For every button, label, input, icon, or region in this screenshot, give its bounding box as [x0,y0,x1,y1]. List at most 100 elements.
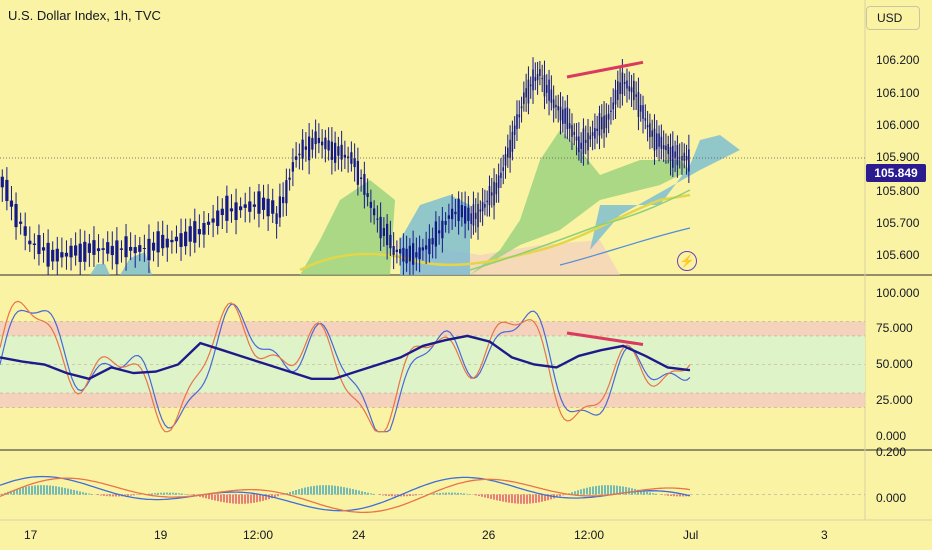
candle-body [0,176,4,188]
candle-body [257,191,261,214]
candle-body [74,245,78,256]
candle-body [623,81,626,84]
candle-body [106,242,110,254]
candle-body [504,154,507,166]
candle-body [220,208,224,216]
candle-body [197,229,201,235]
candle-body [568,123,571,129]
candle-body [516,114,518,129]
candle-body [252,204,256,207]
candle-body [129,246,133,251]
candle-body [424,245,428,250]
candle-body [281,196,285,204]
current-price-label: 105.849 [866,164,926,182]
candle-body [548,79,550,101]
candle-body [607,113,610,120]
candle-body [78,243,82,262]
price-tick: 105.700 [876,216,920,230]
candle-body [304,146,308,150]
candle-body [479,209,482,212]
candle-body [688,149,690,172]
candle-body [495,182,498,195]
candle-body [589,135,592,140]
candle-body [434,221,438,247]
candle-body [69,245,73,258]
candle-body [596,128,598,132]
moving-average-line [559,227,691,266]
candle-body [633,80,635,101]
time-label: 26 [482,528,496,542]
candle-body [356,160,360,185]
candle-body [142,247,146,249]
candle-body [617,81,619,100]
candle-body [206,221,211,225]
candle-body [447,215,451,219]
candle-body [454,211,457,215]
candle-body [502,167,505,171]
rsi-line [0,334,691,381]
candle-body [382,228,386,236]
candle-body [110,245,114,256]
candle-body [9,200,14,207]
candle-body [408,245,412,262]
candle-body [658,133,660,147]
candle-body [467,207,470,222]
candle-body [363,173,366,195]
candle-body [470,213,472,224]
candle-body [493,181,495,206]
candle-body [431,238,434,245]
candle-body [211,218,215,223]
candle-body [156,231,160,253]
candle-body [234,202,238,220]
ichimoku-cloud-blue [90,264,110,275]
candle-body [511,131,514,152]
candle-body [594,128,596,139]
candle-body [614,89,617,105]
candle-body [184,231,188,247]
candle-body [562,109,564,124]
candle-body [239,206,243,211]
candle-body [372,208,376,216]
moving-average-line [469,189,691,271]
currency-button[interactable]: USD [866,6,920,30]
candle-body [337,146,340,156]
stoch-d-line [0,300,691,433]
candle-body [37,234,41,255]
candle-body [421,247,425,251]
candle-body [603,115,605,134]
candle-body [376,218,379,220]
stoch-tick: 50.000 [876,357,913,371]
candle-body [477,203,479,228]
candle-body [500,172,502,178]
macd-tick: 0.000 [876,491,907,505]
candle-body [402,247,405,262]
candle-body [285,180,288,204]
lightning-icon[interactable]: ⚡ [677,251,697,271]
candle-body [193,221,197,243]
candle-body [509,139,511,159]
candle-body [411,243,415,265]
candle-body [685,156,688,161]
candle-body [441,220,444,239]
candle-body [55,248,59,262]
candle-body [278,196,282,218]
candle-body [14,203,18,228]
candle-body [513,125,516,135]
candle-body [124,236,128,258]
candle-body [87,243,91,253]
candle-body [174,236,179,242]
candle-body [243,204,247,208]
candle-body [165,238,169,248]
candle-body [644,118,647,121]
candle-body [605,114,608,129]
candle-body [229,208,234,212]
candle-body [188,226,192,242]
candle-body [288,177,291,180]
candle-body [646,125,649,128]
candle-body [366,193,369,197]
candle-body [660,136,663,149]
candle-body [472,204,475,226]
candle-body [437,230,441,234]
candle-body [600,116,603,130]
